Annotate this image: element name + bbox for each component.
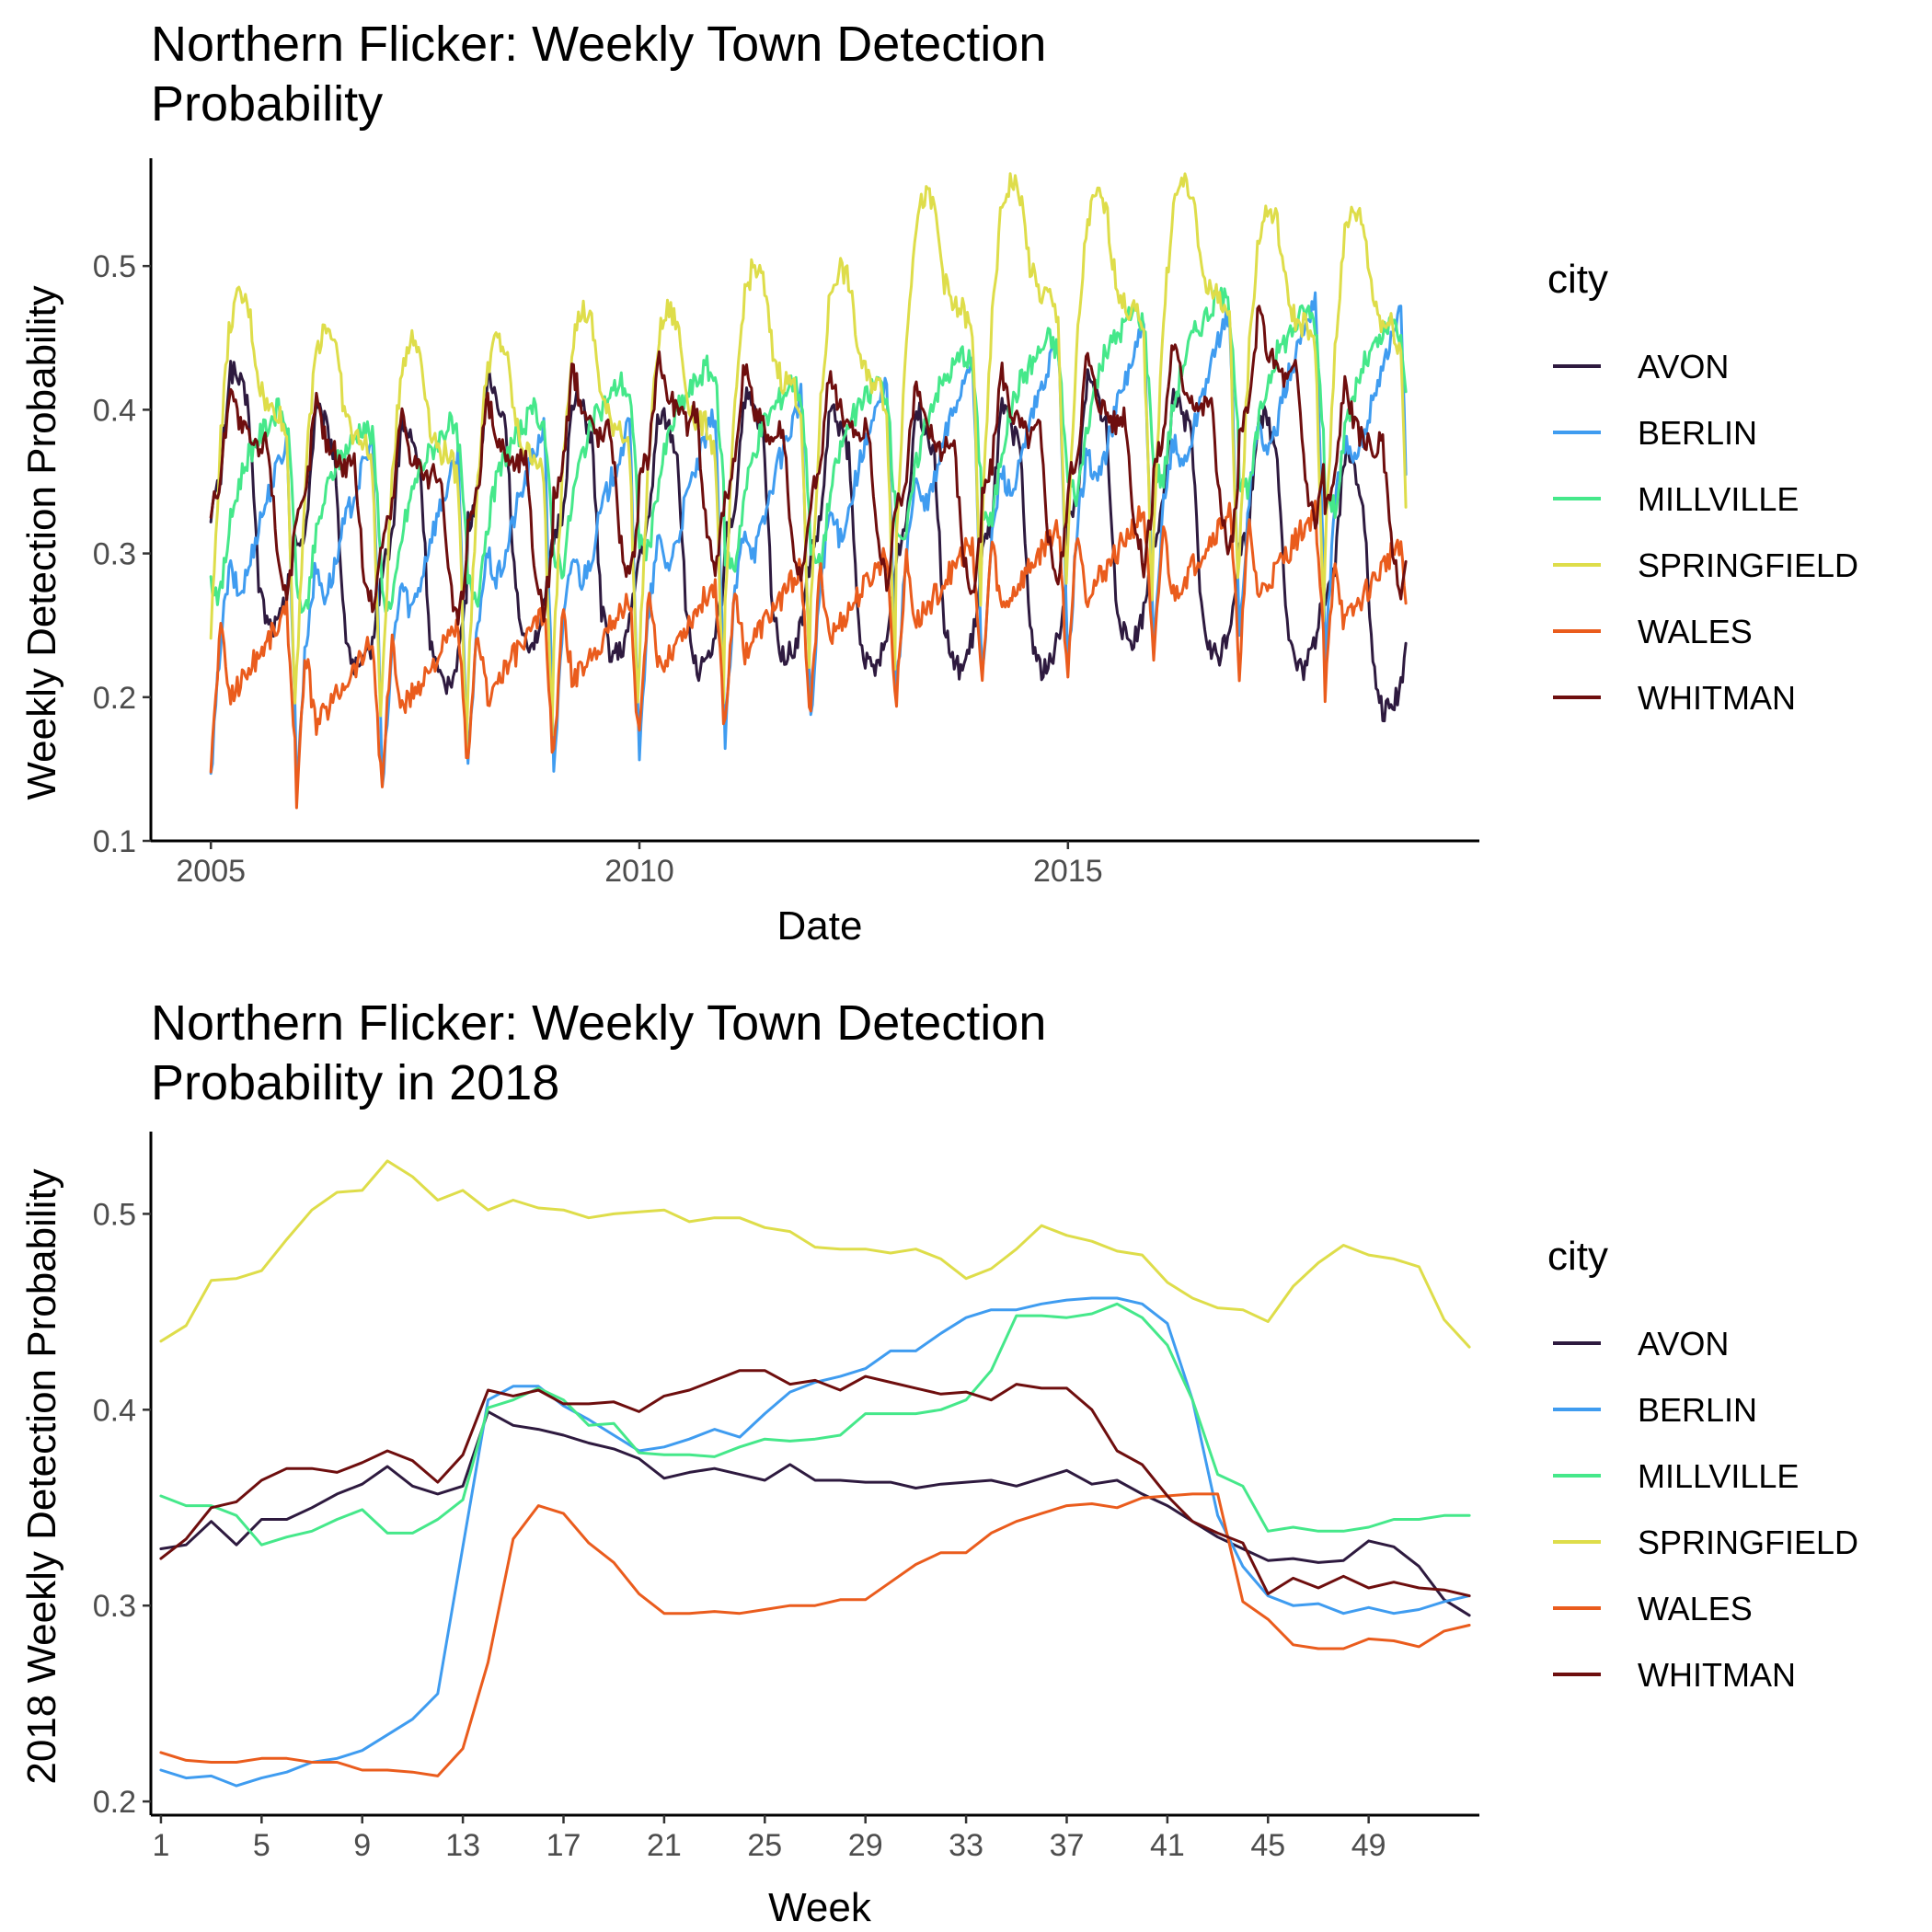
legend-label-berlin: BERLIN [1638, 1391, 1757, 1429]
y-tick-label: 0.3 [93, 537, 136, 572]
x-tick-label: 2010 [604, 854, 674, 889]
series-line-whitman [209, 305, 1408, 626]
legend-label-millville: MILLVILLE [1638, 480, 1799, 518]
legend-label-wales: WALES [1638, 613, 1753, 650]
legend-title: city [1547, 257, 1608, 302]
y-axis-title: 2018 Weekly Detection Probability [19, 1168, 64, 1784]
x-tick-label: 29 [848, 1828, 883, 1863]
axes: 0.1 0.2 0.3 0.4 0.5 2005 2010 2015 [93, 158, 1479, 889]
x-tick-label: 25 [747, 1828, 782, 1863]
legend-label-avon: AVON [1638, 1325, 1729, 1363]
y-tick-label: 0.5 [93, 1197, 136, 1232]
x-tick-label: 5 [253, 1828, 270, 1863]
series-line-wales [209, 500, 1408, 810]
legend-label-springfield: SPRINGFIELD [1638, 546, 1858, 584]
y-tick-label: 0.3 [93, 1589, 136, 1624]
series-line-avon [159, 1409, 1471, 1617]
series-line-wales [159, 1492, 1471, 1777]
legend-label-avon: AVON [1638, 348, 1729, 385]
x-tick-label: 9 [353, 1828, 371, 1863]
chart-panel-timeseries: Northern Flicker: Weekly Town Detection … [19, 17, 1858, 949]
x-tick-label: 2015 [1033, 854, 1103, 889]
legend: city AVON BERLIN MILLVILLE SPRINGFIELD WALES W… [1547, 1234, 1858, 1694]
chart-panel-2018: Northern Flicker: Weekly Town Detection … [19, 995, 1858, 1930]
legend-label-whitman: WHITMAN [1638, 679, 1796, 717]
chart-title-line-1: Northern Flicker: Weekly Town Detection [151, 995, 1046, 1051]
x-tick-label: 33 [949, 1828, 983, 1863]
series-line-whitman [159, 1369, 1471, 1598]
x-tick-label: 49 [1351, 1828, 1386, 1863]
x-axis-title: Date [777, 903, 863, 949]
x-axis-title: Week [768, 1885, 872, 1930]
series-line-avon [209, 360, 1408, 723]
y-tick-label: 0.4 [93, 393, 136, 428]
y-tick-label: 0.2 [93, 1785, 136, 1820]
x-tick-label: 21 [647, 1828, 682, 1863]
y-tick-label: 0.2 [93, 681, 136, 716]
legend-label-wales: WALES [1638, 1590, 1753, 1627]
x-tick-label: 45 [1250, 1828, 1285, 1863]
series-line-millville [209, 286, 1408, 614]
x-tick-label: 2005 [176, 854, 246, 889]
series-lines [209, 172, 1408, 810]
x-tick-label: 37 [1050, 1828, 1085, 1863]
legend-label-whitman: WHITMAN [1638, 1656, 1796, 1694]
series-line-millville [159, 1302, 1471, 1547]
legend-label-springfield: SPRINGFIELD [1638, 1524, 1858, 1561]
series-line-springfield [209, 172, 1408, 754]
chart-title-line-1: Northern Flicker: Weekly Town Detection [151, 17, 1046, 72]
x-tick-label: 1 [152, 1828, 169, 1863]
series-line-berlin [159, 1296, 1471, 1788]
legend-label-berlin: BERLIN [1638, 414, 1757, 452]
legend-label-millville: MILLVILLE [1638, 1457, 1799, 1495]
y-axis-title: Weekly Detection Probability [19, 285, 64, 799]
chart-title-line-2: Probability [151, 76, 383, 132]
series-lines [159, 1159, 1471, 1788]
series-line-springfield [159, 1159, 1471, 1349]
y-tick-label: 0.4 [93, 1393, 136, 1428]
y-tick-label: 0.1 [93, 824, 136, 859]
axes: 0.2 0.3 0.4 0.5 1 5 9 13 17 21 25 29 33 37 41 45 49 [93, 1132, 1479, 1863]
x-tick-label: 41 [1150, 1828, 1185, 1863]
x-tick-label: 17 [546, 1828, 581, 1863]
legend-title: city [1547, 1234, 1608, 1279]
chart-title-line-2: Probability in 2018 [151, 1055, 559, 1110]
y-tick-label: 0.5 [93, 249, 136, 284]
legend: city AVON BERLIN MILLVILLE SPRINGFIELD WALES W… [1547, 257, 1858, 717]
x-tick-label: 13 [445, 1828, 480, 1863]
